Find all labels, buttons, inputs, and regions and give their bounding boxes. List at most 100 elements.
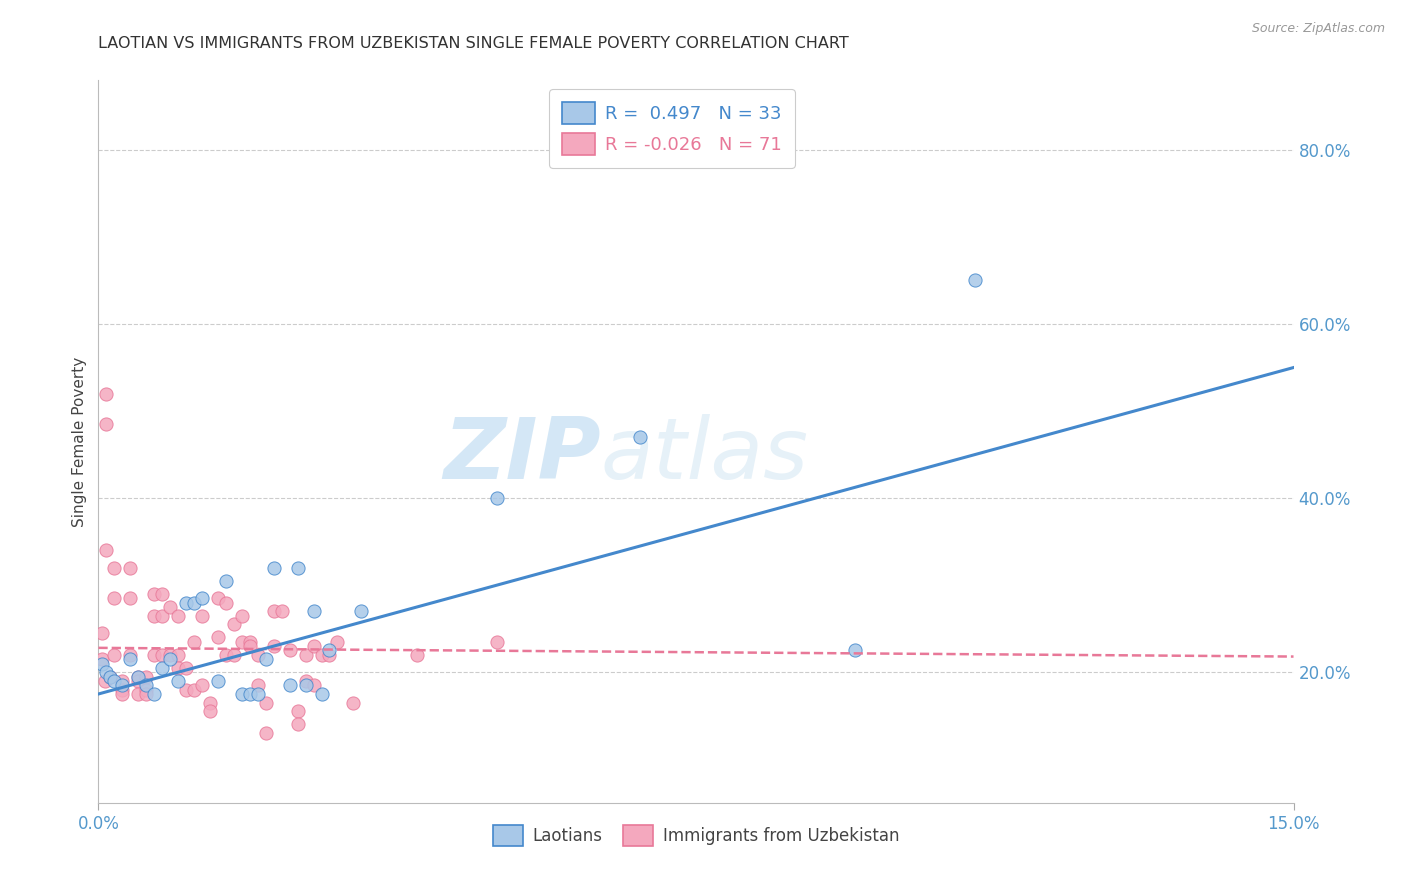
Point	[150, 608, 173, 623]
Point	[127, 669, 149, 683]
Point	[111, 687, 134, 701]
Point	[207, 631, 229, 645]
Point	[294, 673, 316, 688]
Point	[198, 696, 221, 710]
Point	[174, 682, 197, 697]
Point	[278, 643, 301, 657]
Point	[174, 661, 197, 675]
Point	[120, 648, 142, 662]
Point	[127, 673, 149, 688]
Point	[254, 652, 277, 666]
Point	[302, 639, 325, 653]
Point	[111, 673, 134, 688]
Point	[254, 726, 277, 740]
Point	[98, 669, 122, 683]
Point	[239, 687, 262, 701]
Point	[246, 678, 269, 692]
Text: ZIP: ZIP	[443, 415, 600, 498]
Point	[318, 643, 340, 657]
Point	[302, 604, 325, 618]
Point	[287, 561, 309, 575]
Point	[167, 673, 190, 688]
Point	[326, 634, 349, 648]
Point	[191, 678, 214, 692]
Point	[183, 682, 205, 697]
Point	[111, 682, 134, 697]
Point	[143, 608, 166, 623]
Point	[103, 673, 125, 688]
Point	[246, 648, 269, 662]
Point	[485, 634, 508, 648]
Point	[103, 648, 125, 662]
Point	[159, 599, 181, 614]
Point	[150, 587, 173, 601]
Point	[207, 673, 229, 688]
Point	[150, 661, 173, 675]
Y-axis label: Single Female Poverty: Single Female Poverty	[72, 357, 87, 526]
Point	[628, 430, 651, 444]
Point	[150, 648, 173, 662]
Point	[215, 596, 238, 610]
Point	[127, 687, 149, 701]
Point	[311, 648, 333, 662]
Point	[294, 678, 316, 692]
Point	[96, 417, 118, 431]
Point	[215, 574, 238, 588]
Point	[207, 591, 229, 606]
Point	[215, 648, 238, 662]
Point	[263, 561, 285, 575]
Point	[246, 687, 269, 701]
Point	[91, 652, 114, 666]
Point	[263, 639, 285, 653]
Point	[143, 687, 166, 701]
Point	[103, 561, 125, 575]
Point	[167, 648, 190, 662]
Text: LAOTIAN VS IMMIGRANTS FROM UZBEKISTAN SINGLE FEMALE POVERTY CORRELATION CHART: LAOTIAN VS IMMIGRANTS FROM UZBEKISTAN SI…	[98, 36, 849, 51]
Point	[120, 652, 142, 666]
Point	[198, 705, 221, 719]
Point	[127, 669, 149, 683]
Point	[135, 669, 157, 683]
Point	[98, 669, 122, 683]
Point	[302, 678, 325, 692]
Point	[96, 386, 118, 401]
Point	[311, 687, 333, 701]
Text: Source: ZipAtlas.com: Source: ZipAtlas.com	[1251, 22, 1385, 36]
Point	[263, 604, 285, 618]
Point	[183, 634, 205, 648]
Point	[120, 591, 142, 606]
Point	[231, 634, 253, 648]
Point	[222, 617, 245, 632]
Point	[91, 657, 114, 671]
Text: atlas: atlas	[600, 415, 808, 498]
Point	[254, 696, 277, 710]
Point	[135, 678, 157, 692]
Point	[350, 604, 373, 618]
Point	[231, 608, 253, 623]
Point	[174, 596, 197, 610]
Point	[342, 696, 364, 710]
Point	[318, 648, 340, 662]
Point	[191, 591, 214, 606]
Point	[159, 648, 181, 662]
Point	[294, 648, 316, 662]
Point	[183, 596, 205, 610]
Point	[191, 608, 214, 623]
Point	[485, 491, 508, 505]
Point	[159, 652, 181, 666]
Point	[94, 673, 117, 688]
Point	[143, 648, 166, 662]
Point	[135, 687, 157, 701]
Point	[406, 648, 429, 662]
Point	[287, 717, 309, 731]
Point	[963, 273, 986, 287]
Point	[167, 661, 190, 675]
Point	[270, 604, 292, 618]
Point	[222, 648, 245, 662]
Point	[167, 608, 190, 623]
Point	[278, 678, 301, 692]
Point	[844, 643, 866, 657]
Point	[239, 639, 262, 653]
Point	[91, 626, 114, 640]
Point	[135, 682, 157, 697]
